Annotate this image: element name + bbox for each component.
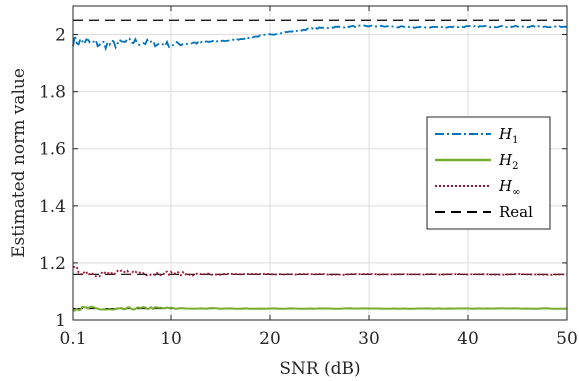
y-tick-label: 1.6	[39, 140, 66, 160]
plot-frame	[72, 5, 568, 321]
series-line-1	[72, 24, 568, 52]
y-axis-label: Estimated norm value	[9, 68, 29, 258]
series-line-2	[73, 305, 568, 312]
legend: H1 H2 H∞ Real	[426, 116, 551, 230]
legend-label: H1	[498, 125, 518, 146]
x-tick-label: 50	[556, 329, 578, 349]
y-tick-label: 1.2	[39, 254, 66, 274]
y-tick-label: 1.8	[39, 83, 66, 103]
legend-label: H2	[498, 151, 518, 172]
x-tick-label: 30	[358, 329, 380, 349]
y-tick-label: 2	[55, 26, 66, 46]
series-line-3	[72, 265, 568, 278]
legend-label: H∞	[498, 177, 520, 198]
series-layer	[72, 19, 568, 312]
y-tick-label: 1	[55, 311, 66, 331]
x-axis-label: SNR (dB)	[279, 359, 360, 379]
legend-label: Real	[499, 203, 533, 221]
ticks: 0.1 10 20 30 40 50 1 1.2 1.4 1.6 1.8 2	[39, 6, 578, 349]
x-tick-label: 40	[457, 329, 479, 349]
y-tick-label: 1.4	[39, 197, 66, 217]
x-tick-label: 10	[160, 329, 182, 349]
legend-box	[426, 116, 551, 230]
x-tick-label: 20	[259, 329, 281, 349]
x-tick-label: 0.1	[59, 329, 86, 349]
